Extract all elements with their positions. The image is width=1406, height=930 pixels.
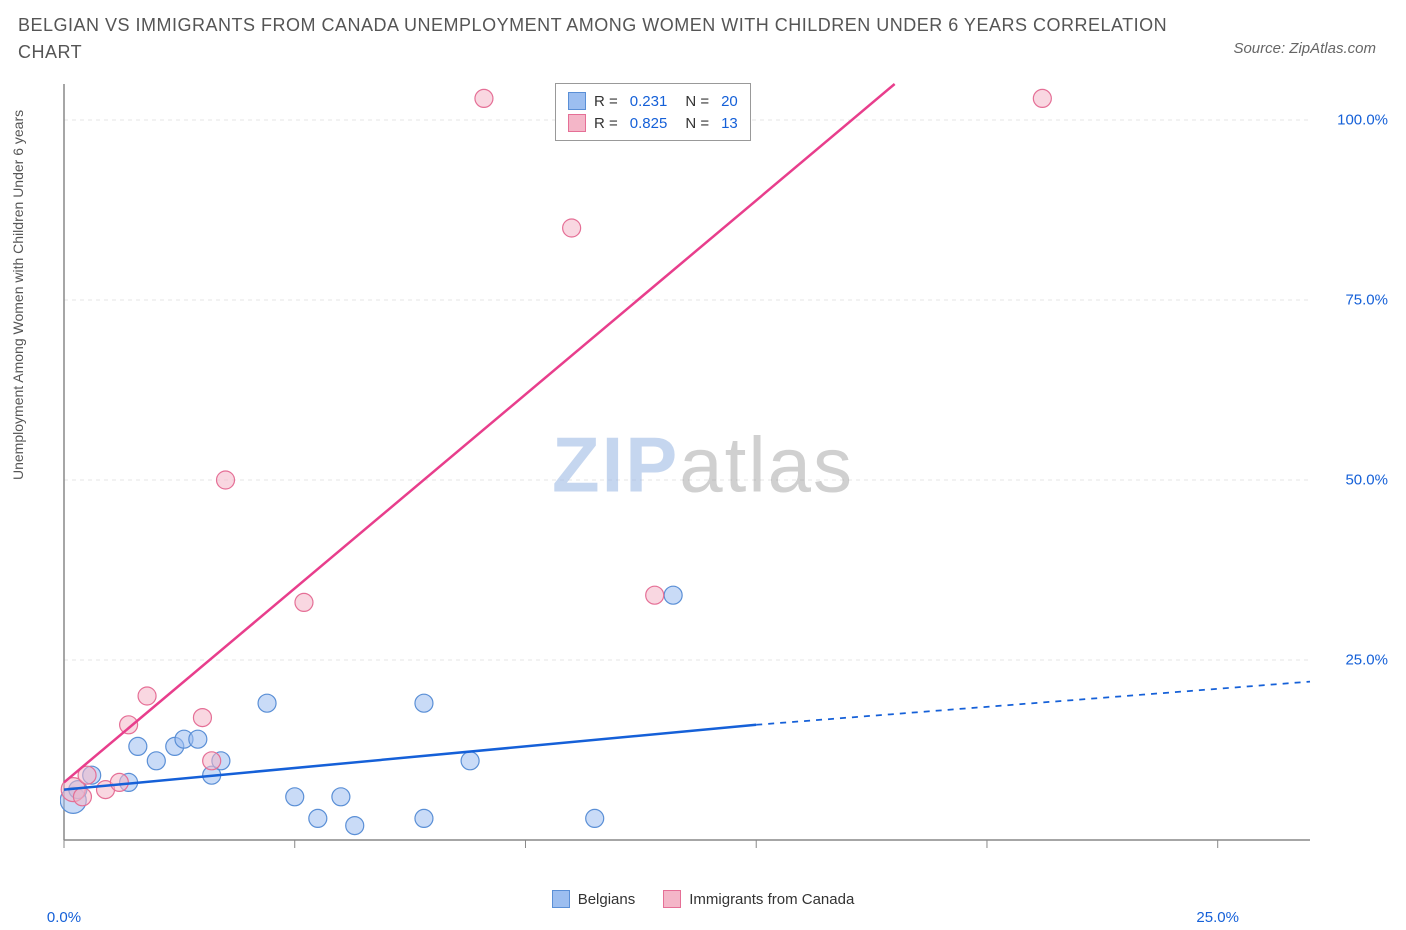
legend-r-value-belgians: 0.231 [630,93,668,110]
legend-r-value-immigrants: 0.825 [630,115,668,132]
x-tick-label: 25.0% [1196,909,1239,926]
source-attribution: Source: ZipAtlas.com [1233,40,1376,57]
legend-label-immigrants: Immigrants from Canada [689,891,854,908]
y-tick-label: 50.0% [1345,472,1388,489]
legend-swatch-icon [663,890,681,908]
legend-r-label: R = [594,115,618,132]
legend-item-immigrants: Immigrants from Canada [663,890,854,908]
legend-swatch-icon [552,890,570,908]
legend-n-label: N = [685,93,709,110]
legend-n-value-immigrants: 13 [721,115,738,132]
y-axis-label: Unemployment Among Women with Children U… [10,110,26,480]
y-tick-label: 100.0% [1337,112,1388,129]
legend-row-immigrants: R = 0.825 N = 13 [568,112,738,134]
legend-n-value-belgians: 20 [721,93,738,110]
legend-item-belgians: Belgians [552,890,636,908]
series-legend: Belgians Immigrants from Canada [0,890,1406,908]
chart-title: BELGIAN VS IMMIGRANTS FROM CANADA UNEMPL… [18,12,1186,66]
x-tick-label: 0.0% [47,909,81,926]
correlation-legend: R = 0.231 N = 20 R = 0.825 N = 13 [555,83,751,141]
legend-swatch-immigrants [568,114,586,132]
y-tick-label: 75.0% [1345,292,1388,309]
legend-r-label: R = [594,93,618,110]
legend-n-label: N = [685,115,709,132]
y-tick-label: 25.0% [1345,652,1388,669]
plot-svg [60,80,1380,870]
legend-label-belgians: Belgians [578,891,636,908]
legend-row-belgians: R = 0.231 N = 20 [568,90,738,112]
scatter-plot [60,80,1380,870]
legend-swatch-belgians [568,92,586,110]
